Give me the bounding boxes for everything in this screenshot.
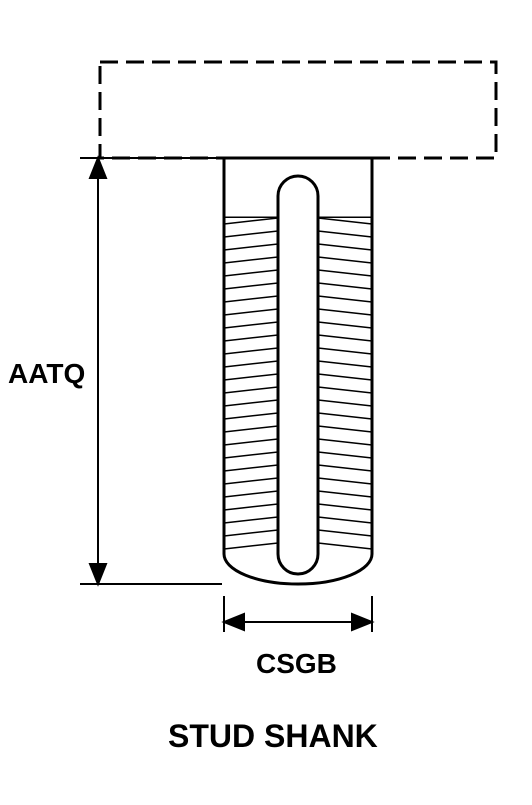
dimension-csgb — [224, 596, 372, 632]
stud-shank-diagram — [0, 0, 532, 805]
central-slot — [278, 176, 318, 574]
diagram-title: STUD SHANK — [168, 718, 378, 755]
label-csgb: CSGB — [256, 648, 337, 680]
dimension-aatq — [80, 158, 222, 584]
head-outline — [100, 62, 496, 158]
label-aatq: AATQ — [8, 358, 85, 390]
